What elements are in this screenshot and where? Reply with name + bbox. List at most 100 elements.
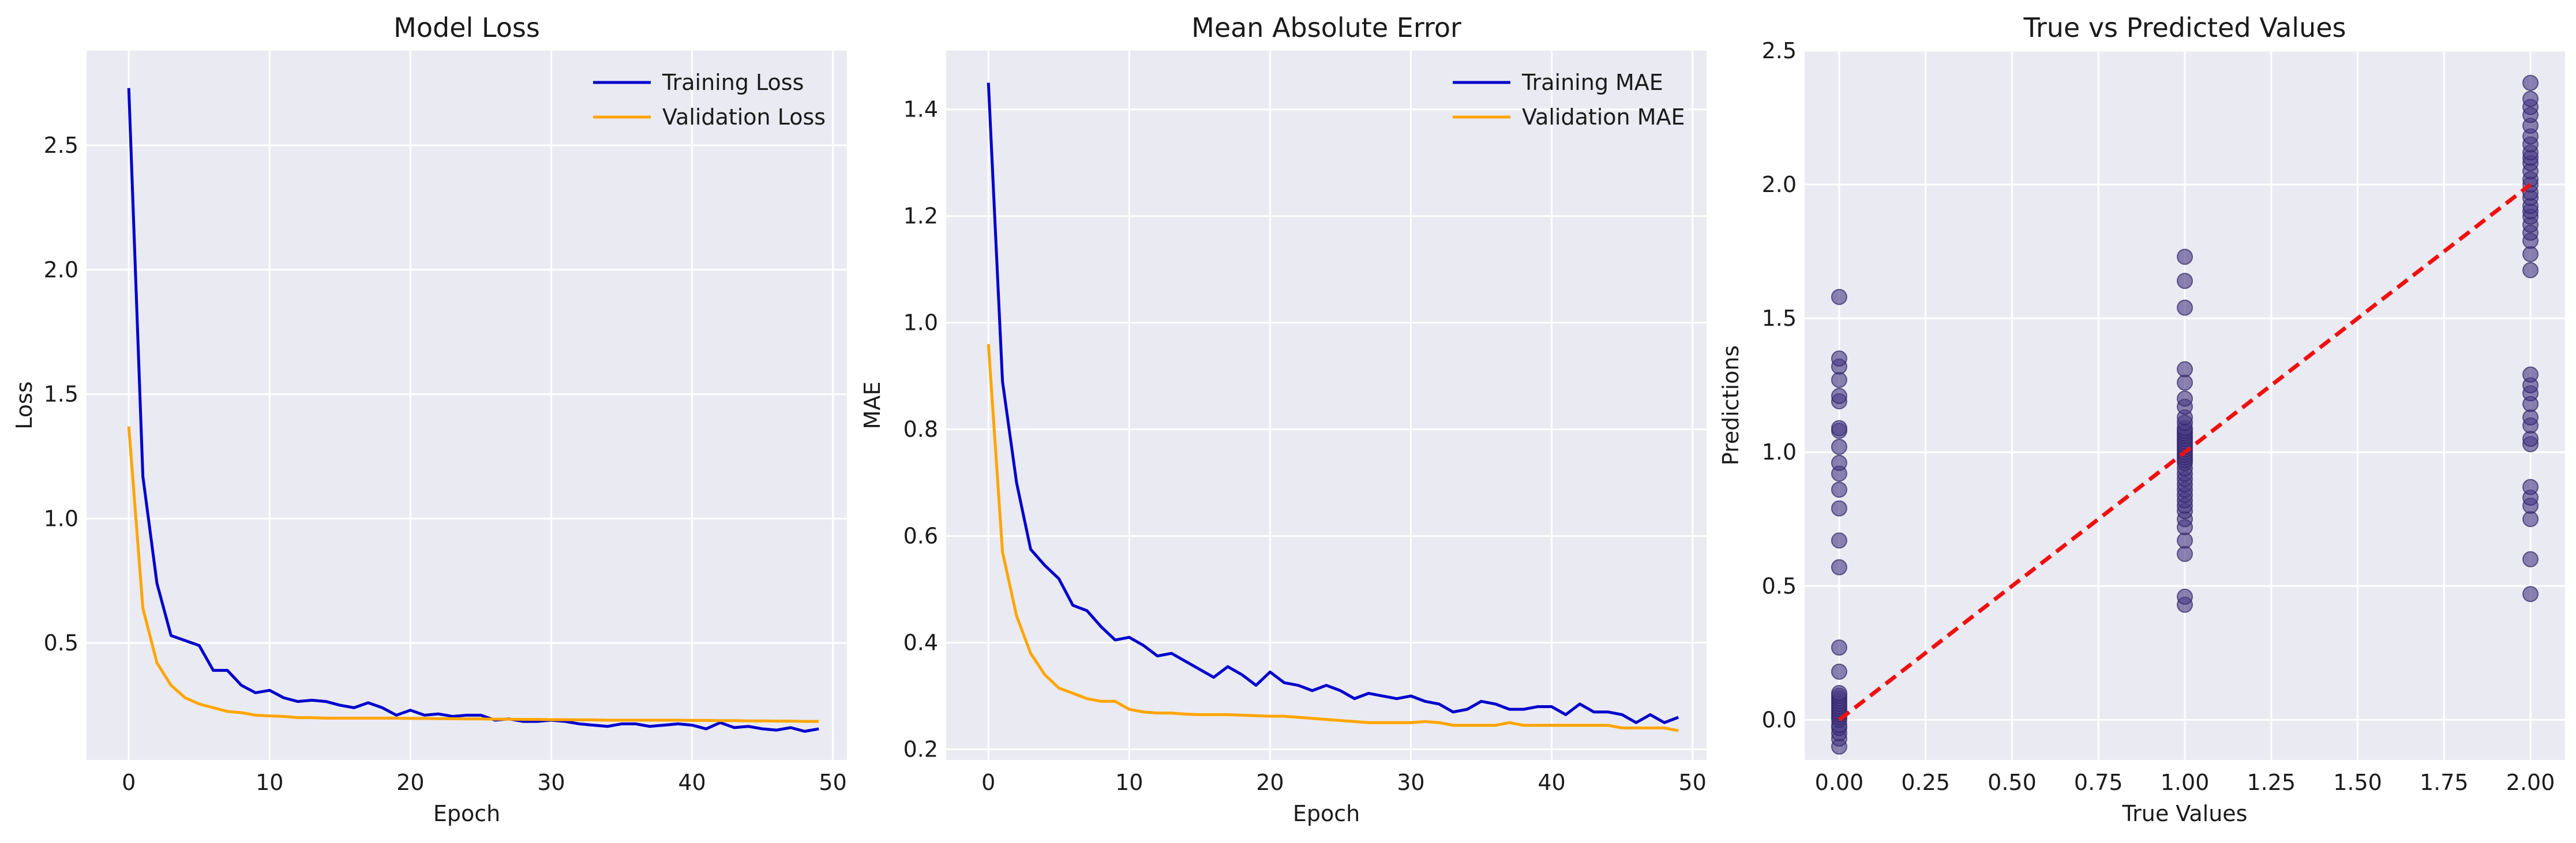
loss-x-axis-label: Epoch xyxy=(433,801,500,826)
scatter-point xyxy=(1831,438,1847,455)
scatter-point xyxy=(1831,500,1847,517)
y-tick-label: 0.0 xyxy=(1762,707,1797,732)
series-line-validation-mae xyxy=(987,344,1679,732)
scatter-point xyxy=(2522,431,2539,447)
series-line-validation-loss xyxy=(127,426,819,723)
loss-grid xyxy=(87,51,847,760)
scatter-point xyxy=(2522,74,2539,91)
scatter-point xyxy=(2177,588,2193,605)
reference-line xyxy=(1838,183,2532,722)
y-tick-label: 1.2 xyxy=(903,204,938,229)
series-line-training-mae xyxy=(987,82,1679,724)
mae-ticks: 0 10 20 30 40 50 0.2 0.4 0.6 0.8 1.0 1.2 1.4 xyxy=(903,97,1707,795)
y-tick-label: 2.0 xyxy=(1762,172,1797,197)
scatter-point xyxy=(1831,481,1847,498)
mae-y-axis-label: MAE xyxy=(860,382,885,430)
legend-training-loss: Training Loss xyxy=(662,70,804,95)
scatter-point xyxy=(2177,273,2193,289)
scatter-point xyxy=(1831,387,1847,404)
scatter-point xyxy=(2522,479,2539,495)
scatter-point xyxy=(1831,532,1847,549)
y-tick-label: 1.5 xyxy=(1762,306,1797,331)
loss-panel: 0 10 20 30 40 50 0.5 1.0 1.5 2.0 2.5 Model Loss Ep… xyxy=(12,12,847,826)
x-tick-label: 30 xyxy=(1397,770,1424,795)
y-tick-label: 0.5 xyxy=(1762,573,1797,599)
scatter-point xyxy=(2177,361,2193,378)
loss-lines xyxy=(127,88,819,733)
x-tick-label: 0 xyxy=(122,770,136,795)
y-tick-label: 2.0 xyxy=(44,257,78,283)
x-tick-label: 30 xyxy=(537,770,565,795)
loss-ticks: 0 10 20 30 40 50 0.5 1.0 1.5 2.0 2.5 xyxy=(44,133,847,795)
scatter-point xyxy=(2522,586,2539,603)
x-tick-label: 10 xyxy=(256,770,283,795)
scatter-point xyxy=(2177,532,2193,549)
x-tick-label: 40 xyxy=(678,770,706,795)
x-tick-label: 0.75 xyxy=(2074,770,2123,795)
scatter-point xyxy=(2177,545,2193,562)
scatter-point xyxy=(2177,390,2193,407)
y-tick-label: 0.4 xyxy=(903,630,938,656)
scatter-point xyxy=(2522,91,2539,107)
x-tick-label: 0.00 xyxy=(1815,770,1864,795)
x-tick-label: 2.00 xyxy=(2506,770,2555,795)
mae-panel: 0 10 20 30 40 50 0.2 0.4 0.6 0.8 1.0 1.2 1.4 Mean Ab… xyxy=(860,12,1707,826)
y-tick-label: 0.8 xyxy=(903,417,938,442)
mae-chart-title: Mean Absolute Error xyxy=(1191,12,1461,43)
scatter-point xyxy=(1831,371,1847,388)
scatter-point xyxy=(1831,684,1847,701)
scatter-point xyxy=(1831,350,1847,367)
x-tick-label: 10 xyxy=(1115,770,1143,795)
scatter-ticks: 0.00 0.25 0.50 0.75 1.00 1.25 1.50 1.75 2.00 0.0 0… xyxy=(1762,38,2555,795)
x-tick-label: 1.25 xyxy=(2247,770,2296,795)
loss-y-axis-label: Loss xyxy=(12,381,37,429)
x-tick-label: 50 xyxy=(819,770,846,795)
scatter-points xyxy=(1831,74,2539,755)
scatter-point xyxy=(1831,454,1847,471)
x-tick-label: 0.50 xyxy=(1988,770,2037,795)
scatter-chart-title: True vs Predicted Values xyxy=(2023,12,2346,43)
legend-validation-mae: Validation MAE xyxy=(1522,104,1685,130)
scatter-point xyxy=(2177,249,2193,265)
y-tick-label: 2.5 xyxy=(1762,38,1797,63)
scatter-point xyxy=(2522,366,2539,383)
x-tick-label: 1.75 xyxy=(2420,770,2469,795)
loss-chart-title: Model Loss xyxy=(393,12,540,43)
mae-legend: Training MAE Validation MAE xyxy=(1453,70,1685,130)
x-tick-label: 20 xyxy=(396,770,424,795)
scatter-panel: 0.00 0.25 0.50 0.75 1.00 1.25 1.50 1.75 2.00 0.0 0… xyxy=(1718,12,2565,826)
scatter-point xyxy=(2177,374,2193,391)
x-tick-label: 0 xyxy=(981,770,995,795)
y-tick-label: 2.5 xyxy=(44,133,78,158)
mae-plot-area xyxy=(946,51,1707,760)
scatter-point xyxy=(1831,663,1847,680)
scatter-point xyxy=(1831,289,1847,306)
mae-x-axis-label: Epoch xyxy=(1293,801,1360,826)
x-tick-label: 50 xyxy=(1678,770,1706,795)
x-tick-label: 40 xyxy=(1538,770,1565,795)
x-tick-label: 20 xyxy=(1256,770,1284,795)
series-line-training-loss xyxy=(127,88,819,733)
y-tick-label: 1.0 xyxy=(44,506,78,531)
y-tick-label: 0.5 xyxy=(44,630,78,656)
y-tick-label: 0.6 xyxy=(903,524,938,549)
y-tick-label: 1.0 xyxy=(903,310,938,336)
y-tick-label: 1.5 xyxy=(44,382,78,407)
x-tick-label: 1.50 xyxy=(2333,770,2382,795)
x-tick-label: 0.25 xyxy=(1901,770,1950,795)
scatter-point xyxy=(1831,639,1847,656)
x-tick-label: 1.00 xyxy=(2161,770,2210,795)
y-tick-label: 0.2 xyxy=(903,737,938,762)
loss-plot-area xyxy=(87,51,847,760)
scatter-point xyxy=(2522,409,2539,426)
legend-validation-loss: Validation Loss xyxy=(662,104,826,130)
y-tick-label: 1.4 xyxy=(903,97,938,122)
scatter-point xyxy=(2522,551,2539,567)
scatter-point xyxy=(2522,262,2539,279)
loss-legend: Training Loss Validation Loss xyxy=(593,70,826,130)
mae-grid xyxy=(946,51,1707,760)
scatter-point xyxy=(1831,420,1847,436)
scatter-x-axis-label: True Values xyxy=(2122,801,2248,826)
mae-lines xyxy=(987,82,1679,732)
